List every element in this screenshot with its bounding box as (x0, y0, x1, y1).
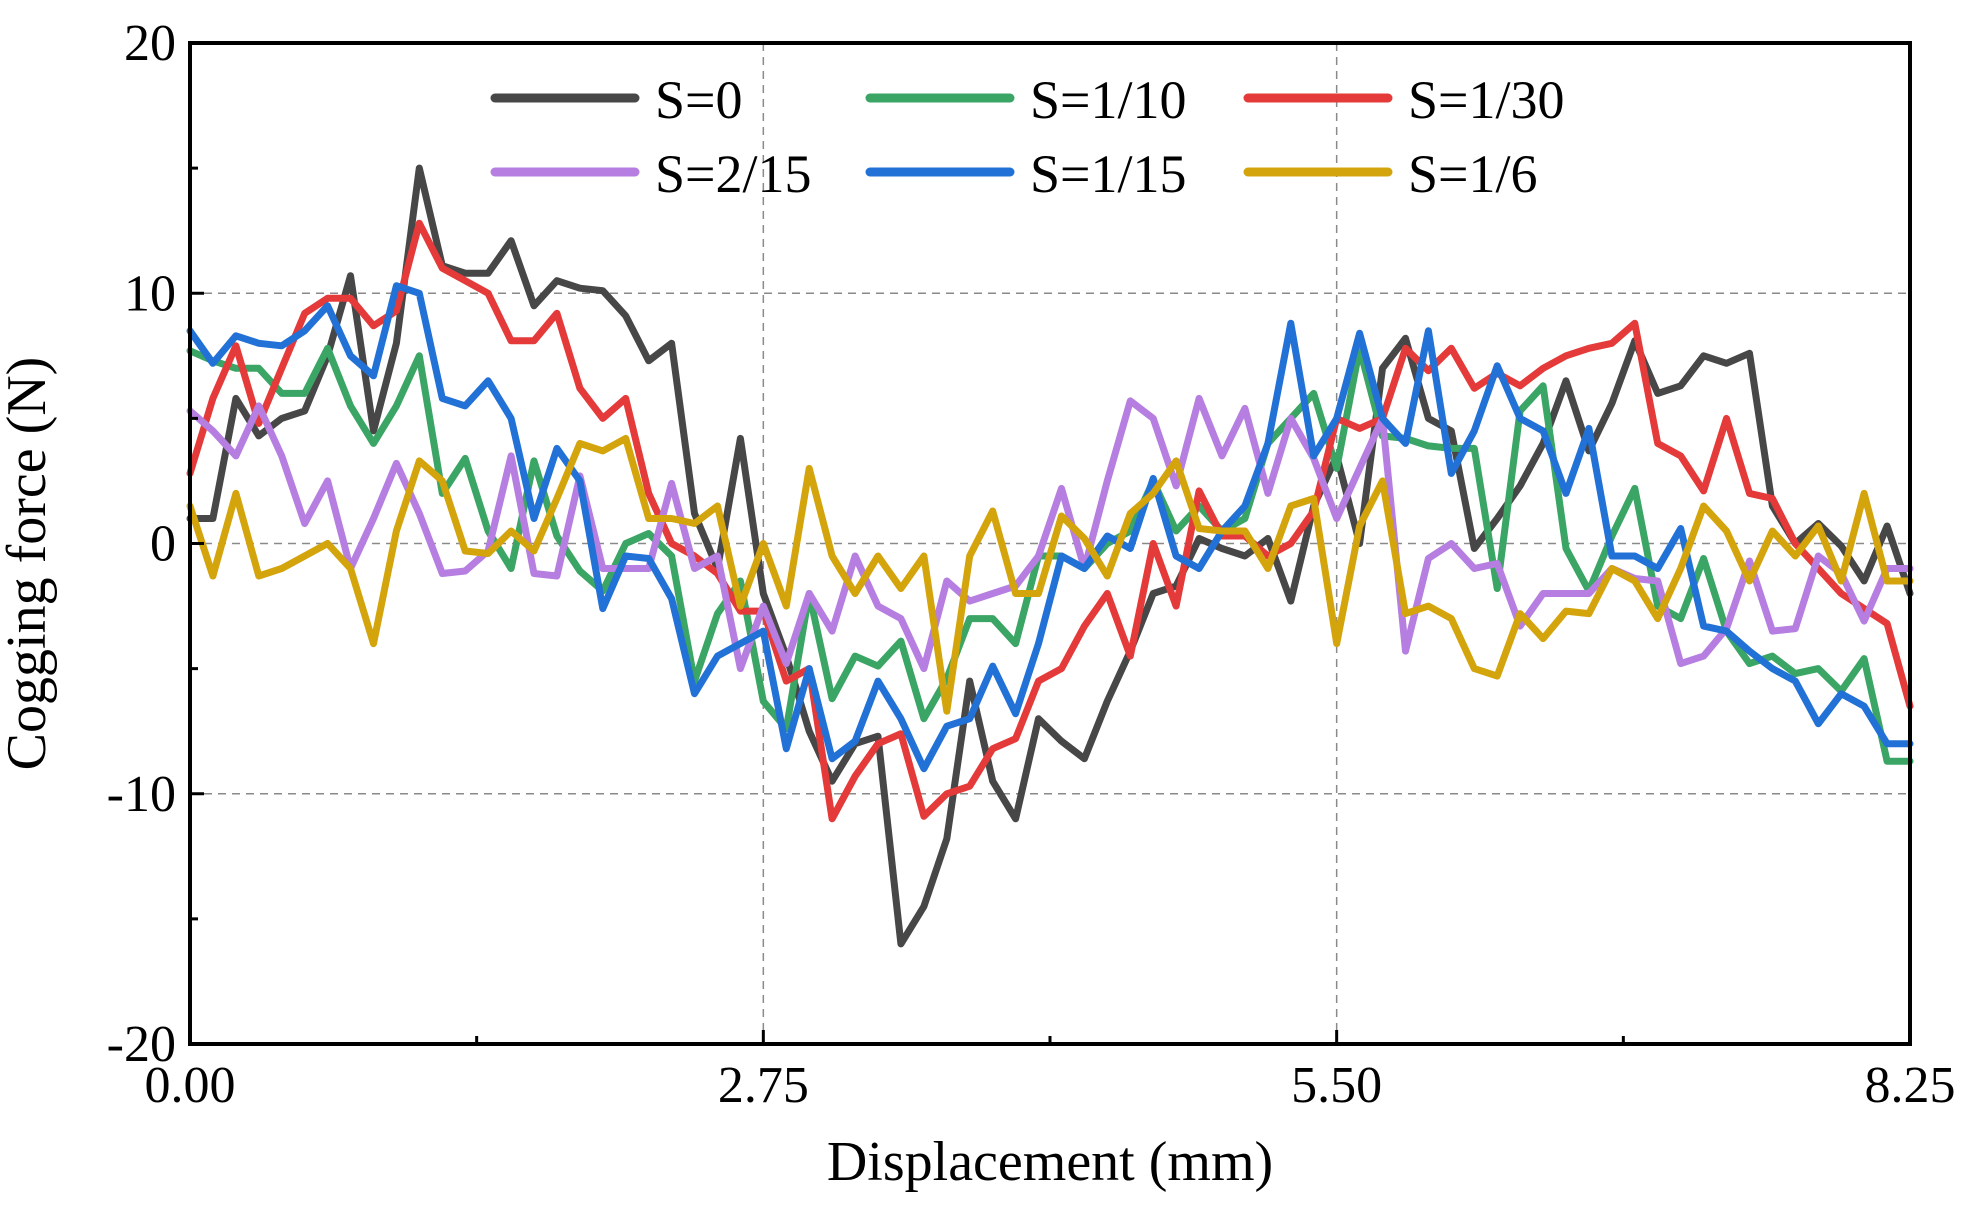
y-tick-label: 10 (124, 265, 176, 322)
y-axis-title: Cogging force (N) (0, 357, 58, 771)
x-axis-title: Displacement (mm) (827, 1131, 1273, 1193)
tick-layer (188, 41, 1912, 1046)
x-tick-label: 2.75 (718, 1057, 809, 1114)
x-tick-label: 0.00 (145, 1057, 236, 1114)
legend-label-s-0: S=0 (655, 70, 743, 130)
series-line-s-1-30 (186, 219, 1914, 823)
label-layer: 0.00 2.75 5.50 8.25 -20 -10 0 10 20 (107, 15, 1956, 1114)
series-line-s-2-15 (186, 394, 1914, 673)
legend-label-s-2-15: S=2/15 (655, 144, 812, 204)
y-tick-label: -20 (107, 1016, 176, 1073)
y-tick-label: -10 (107, 766, 176, 823)
legend-label-s-1-30: S=1/30 (1408, 70, 1565, 130)
legend: S=0 S=1/10 S=1/30 S=2/15 S=1/15 S=1/6 (490, 70, 1565, 204)
y-tick-label: 20 (124, 15, 176, 72)
series-line-s-1-15 (186, 282, 1914, 773)
legend-label-s-1-6: S=1/6 (1408, 144, 1538, 204)
legend-label-s-1-15: S=1/15 (1030, 144, 1187, 204)
x-tick-label: 5.50 (1291, 1057, 1382, 1114)
series-layer (186, 164, 1914, 948)
x-tick-label: 8.25 (1865, 1057, 1956, 1114)
legend-label-s-1-10: S=1/10 (1030, 70, 1187, 130)
series-line-s-0 (186, 164, 1914, 948)
y-tick-label: 0 (150, 516, 176, 573)
series-line-s-1-6 (186, 434, 1914, 715)
